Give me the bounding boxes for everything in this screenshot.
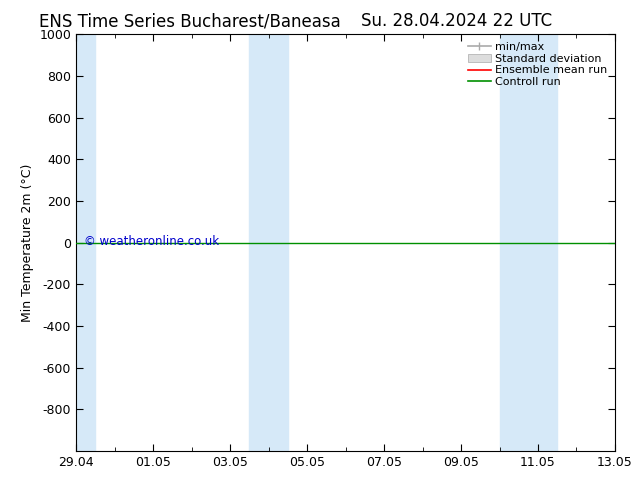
Text: © weatheronline.co.uk: © weatheronline.co.uk [84, 235, 219, 248]
Bar [249, 34, 288, 451]
Bar [76, 34, 95, 451]
Legend: min/max, Standard deviation, Ensemble mean run, Controll run: min/max, Standard deviation, Ensemble me… [466, 40, 609, 89]
Text: Su. 28.04.2024 22 UTC: Su. 28.04.2024 22 UTC [361, 12, 552, 30]
Text: ENS Time Series Bucharest/Baneasa: ENS Time Series Bucharest/Baneasa [39, 12, 341, 30]
Y-axis label: Min Temperature 2m (°C): Min Temperature 2m (°C) [21, 163, 34, 322]
Bar [500, 34, 557, 451]
